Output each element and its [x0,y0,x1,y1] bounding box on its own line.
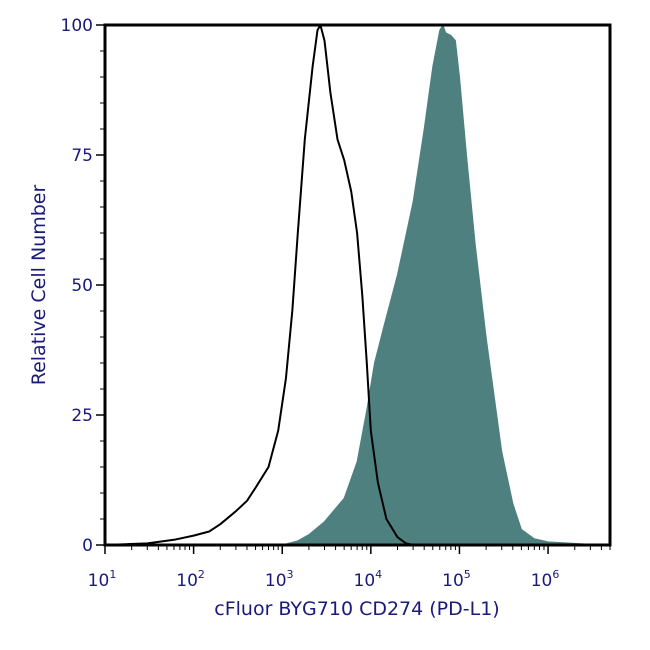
filled-histogram [282,23,602,546]
y-tick-label: 100 [61,16,93,36]
x-axis-title: cFluor BYG710 CD274 (PD-L1) [214,598,499,620]
y-axis-title: Relative Cell Number [28,185,50,386]
x-tick-label: 105 [442,568,471,591]
y-tick-label: 75 [71,146,93,166]
x-tick-label: 103 [265,568,294,591]
y-tick-label: 25 [71,406,93,426]
plot-area [104,23,602,546]
x-tick-label: 101 [88,568,117,591]
x-tick-label: 104 [354,568,383,591]
x-tick-label: 106 [531,568,560,591]
outline-histogram [104,24,414,546]
y-tick-label: 0 [82,536,93,556]
y-tick-label: 50 [71,276,93,296]
axes: 101 102 103 104 105 106 0 25 50 75 100 [61,16,611,591]
x-tick-label: 102 [176,568,205,591]
